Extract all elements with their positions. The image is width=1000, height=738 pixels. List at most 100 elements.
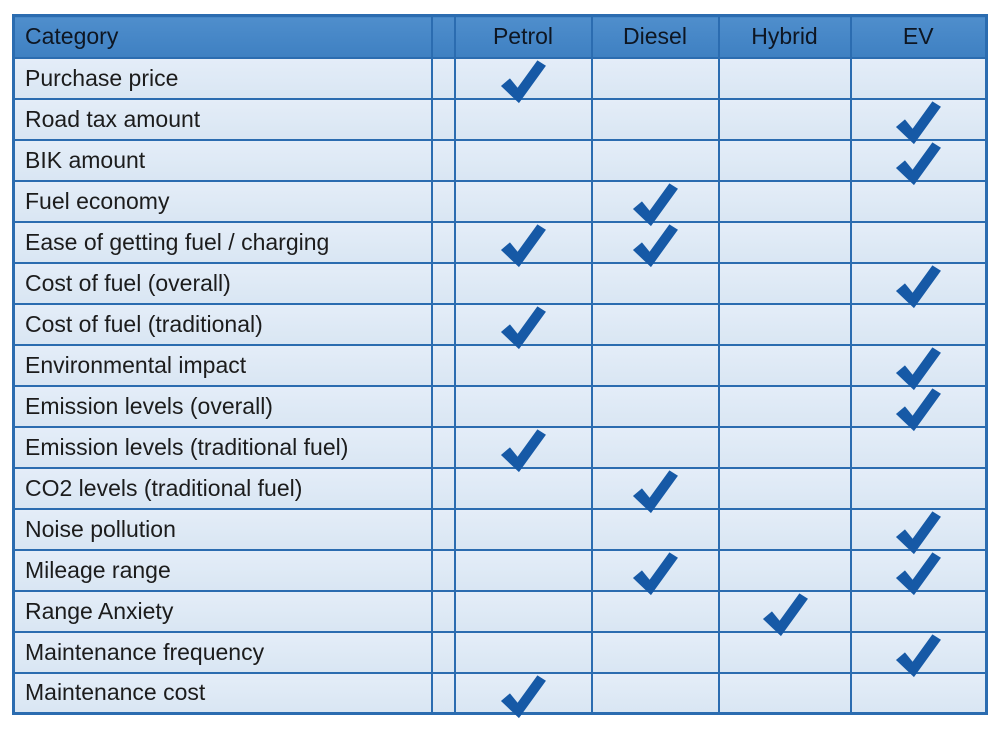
table-row: Mileage range — [12, 548, 988, 595]
spacer-cell — [430, 466, 456, 510]
cell-diesel — [590, 384, 720, 428]
column-header-category: Category — [12, 14, 433, 59]
cell-ev — [849, 425, 988, 469]
cell-hybrid — [717, 220, 852, 264]
cell-ev — [849, 589, 988, 633]
cell-diesel — [590, 671, 720, 715]
table-row: Maintenance cost — [12, 671, 988, 718]
spacer-cell — [430, 589, 456, 633]
check-icon — [632, 182, 678, 226]
table-row: Road tax amount — [12, 97, 988, 144]
cell-diesel — [590, 589, 720, 633]
cell-ev — [849, 343, 988, 390]
cell-petrol — [453, 466, 593, 510]
column-header-ev: EV — [849, 14, 988, 59]
cell-ev — [849, 220, 988, 264]
check-icon — [632, 223, 678, 267]
row-label: BIK amount — [12, 138, 433, 182]
column-header-spacer — [430, 14, 456, 59]
spacer-cell — [430, 548, 456, 592]
cell-diesel — [590, 507, 720, 551]
cell-diesel — [590, 261, 720, 305]
cell-hybrid — [717, 384, 852, 428]
table-row: Noise pollution — [12, 507, 988, 554]
cell-ev — [849, 302, 988, 346]
spacer-cell — [430, 671, 456, 715]
cell-diesel — [590, 97, 720, 141]
spacer-cell — [430, 425, 456, 469]
row-label: Maintenance frequency — [12, 630, 433, 674]
cell-hybrid — [717, 589, 852, 636]
spacer-cell — [430, 179, 456, 223]
row-label: CO2 levels (traditional fuel) — [12, 466, 433, 510]
cell-ev — [849, 97, 988, 144]
check-icon — [500, 223, 546, 267]
spacer-cell — [430, 302, 456, 346]
row-label: Ease of getting fuel / charging — [12, 220, 433, 264]
cell-diesel — [590, 56, 720, 100]
check-icon — [896, 264, 942, 308]
check-icon — [500, 59, 546, 103]
check-icon — [896, 551, 942, 595]
cell-hybrid — [717, 425, 852, 469]
cell-diesel — [590, 179, 720, 226]
table-row: Cost of fuel (overall) — [12, 261, 988, 308]
cell-petrol — [453, 589, 593, 633]
table-row: Ease of getting fuel / charging — [12, 220, 988, 267]
cell-ev — [849, 548, 988, 595]
row-label: Emission levels (overall) — [12, 384, 433, 428]
row-label: Cost of fuel (overall) — [12, 261, 433, 305]
spacer-cell — [430, 343, 456, 387]
cell-diesel — [590, 138, 720, 182]
table-row: Range Anxiety — [12, 589, 988, 636]
header-row: Category Petrol Diesel Hybrid EV — [12, 14, 988, 59]
check-icon — [632, 551, 678, 595]
check-icon — [896, 141, 942, 185]
column-header-petrol: Petrol — [453, 14, 593, 59]
cell-petrol — [453, 671, 593, 718]
table-row: Environmental impact — [12, 343, 988, 390]
table-row: Maintenance frequency — [12, 630, 988, 677]
cell-ev — [849, 179, 988, 223]
cell-hybrid — [717, 56, 852, 100]
cell-petrol — [453, 261, 593, 305]
row-label: Mileage range — [12, 548, 433, 592]
cell-hybrid — [717, 343, 852, 387]
cell-petrol — [453, 179, 593, 223]
cell-petrol — [453, 97, 593, 141]
cell-diesel — [590, 425, 720, 469]
cell-ev — [849, 466, 988, 510]
cell-petrol — [453, 548, 593, 592]
cell-diesel — [590, 548, 720, 595]
cell-diesel — [590, 220, 720, 267]
cell-petrol — [453, 343, 593, 387]
cell-petrol — [453, 425, 593, 472]
row-label: Cost of fuel (traditional) — [12, 302, 433, 346]
row-label: Environmental impact — [12, 343, 433, 387]
table-row: Emission levels (overall) — [12, 384, 988, 431]
cell-hybrid — [717, 97, 852, 141]
table-row: Fuel economy — [12, 179, 988, 226]
column-header-hybrid: Hybrid — [717, 14, 852, 59]
check-icon — [896, 633, 942, 677]
table-row: BIK amount — [12, 138, 988, 185]
row-label: Maintenance cost — [12, 671, 433, 715]
cell-hybrid — [717, 630, 852, 674]
cell-diesel — [590, 302, 720, 346]
row-label: Road tax amount — [12, 97, 433, 141]
cell-petrol — [453, 302, 593, 349]
spacer-cell — [430, 384, 456, 428]
check-icon — [896, 387, 942, 431]
cell-petrol — [453, 384, 593, 428]
cell-ev — [849, 630, 988, 677]
cell-hybrid — [717, 179, 852, 223]
check-icon — [500, 674, 546, 718]
check-icon — [896, 100, 942, 144]
cell-diesel — [590, 630, 720, 674]
spacer-cell — [430, 220, 456, 264]
spacer-cell — [430, 630, 456, 674]
cell-petrol — [453, 220, 593, 267]
cell-ev — [849, 56, 988, 100]
cell-ev — [849, 138, 988, 185]
